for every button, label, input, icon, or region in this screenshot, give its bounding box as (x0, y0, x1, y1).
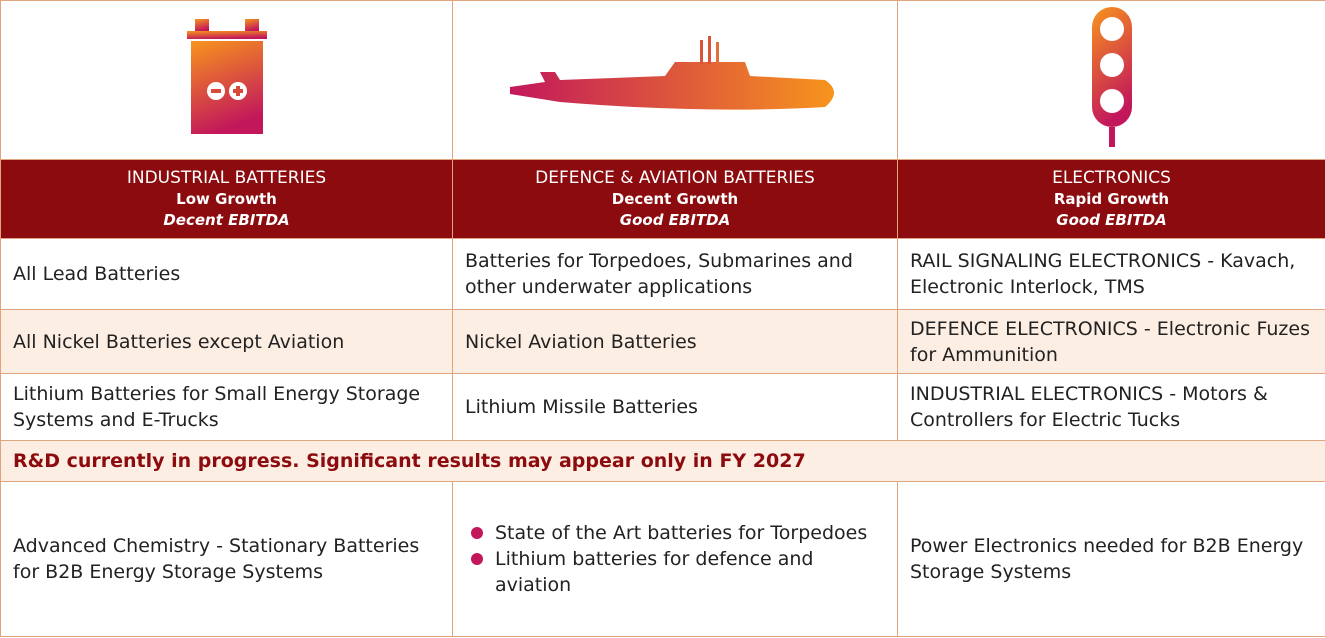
row: Lithium Batteries for Small Energy Stora… (0, 373, 1325, 441)
icon-cell (0, 0, 453, 160)
traffic-light-icon (1091, 6, 1132, 147)
header-name: INDUSTRIAL BATTERIES (126, 167, 327, 188)
cell: State of the Art batteries for Torpedoes… (452, 481, 898, 637)
header-growth: Rapid Growth (1053, 189, 1170, 208)
row: All Nickel Batteries except Aviation Nick… (0, 309, 1325, 374)
header-name: DEFENCE & AVIATION BATTERIES (535, 167, 815, 188)
column-header: ELECTRONICS Rapid Growth Good EBITDA (897, 159, 1325, 239)
cell: Batteries for Torpedoes, Submarines and … (452, 238, 898, 310)
row: All Lead Batteries Batteries for Torpedoe… (0, 238, 1325, 310)
cell: RAIL SIGNALING ELECTRONICS - Kavach, Ele… (897, 238, 1325, 310)
cell: DEFENCE ELECTRONICS - Electronic Fuzes f… (897, 309, 1325, 374)
bullet-item: Lithium batteries for defence and aviati… (471, 546, 885, 598)
column-header: INDUSTRIAL BATTERIES Low Growth Decent EBI… (0, 159, 453, 239)
cell: All Nickel Batteries except Aviation (0, 309, 453, 374)
header-growth: Low Growth (176, 189, 277, 208)
header-ebitda: Good EBITDA (1056, 210, 1167, 229)
header-ebitda: Decent EBITDA (163, 210, 290, 229)
header-name: ELECTRONICS (1052, 167, 1171, 188)
cell: INDUSTRIAL ELECTRONICS - Motors & Contro… (897, 373, 1325, 441)
cell: Advanced Chemistry - Stationary Batterie… (0, 481, 453, 637)
cell: Nickel Aviation Batteries (452, 309, 898, 374)
header-ebitda: Good EBITDA (619, 210, 731, 229)
submarine-icon (510, 35, 834, 110)
bullet-item: State of the Art batteries for Torpedoes (471, 520, 885, 546)
cell: Power Electronics needed for B2B Energy … (897, 481, 1325, 637)
cell: Lithium Missile Batteries (452, 373, 898, 441)
bullet-list: State of the Art batteries for Torpedoes… (465, 520, 885, 598)
rnd-note: R&D currently in progress. Significant r… (0, 440, 1325, 482)
battery-icon (186, 19, 267, 134)
cell: Lithium Batteries for Small Energy Stora… (0, 373, 453, 441)
icon-cell (897, 0, 1325, 160)
column-header: DEFENCE & AVIATION BATTERIES Decent Growt… (452, 159, 898, 239)
icon-cell (452, 0, 898, 160)
header-growth: Decent Growth (611, 189, 739, 208)
cell: All Lead Batteries (0, 238, 453, 310)
